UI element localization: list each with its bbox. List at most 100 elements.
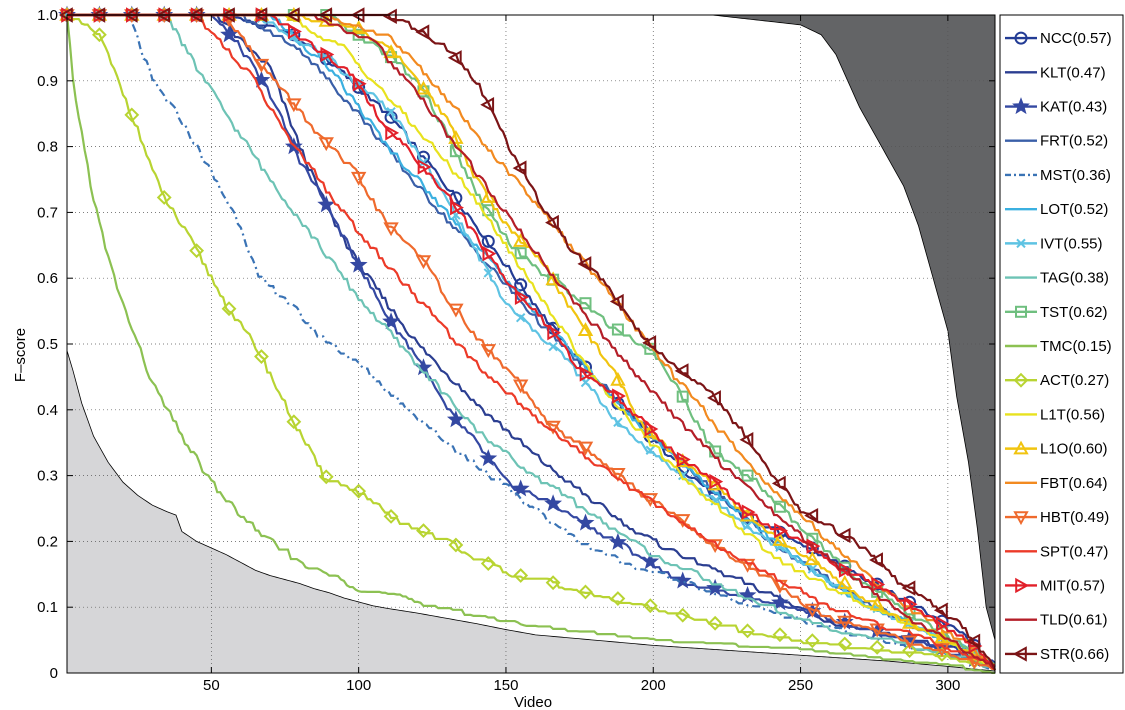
- y-tick-label: 0.3: [37, 468, 58, 485]
- data-point-marker: [481, 234, 495, 248]
- legend-entry: TMC(0.15): [1005, 338, 1112, 355]
- data-point-marker: [514, 289, 529, 306]
- data-point-marker: [578, 584, 593, 600]
- legend-entry: L1T(0.56): [1005, 406, 1105, 423]
- data-point-marker: [739, 558, 756, 573]
- legend-marker: [1012, 646, 1027, 662]
- data-point-marker: [804, 603, 821, 618]
- legend-entry: TAG(0.38): [1005, 270, 1109, 287]
- data-point-marker: [480, 556, 496, 571]
- data-point-marker: [613, 417, 623, 428]
- data-point-marker: [448, 537, 464, 553]
- data-point-marker: [966, 633, 981, 649]
- data-point-marker: [385, 125, 400, 141]
- data-point-marker: [352, 76, 367, 92]
- legend-label: TLD(0.61): [1040, 612, 1108, 629]
- data-point-marker: [774, 522, 788, 539]
- data-point-marker: [545, 420, 561, 435]
- data-point-marker: [544, 494, 563, 512]
- axes-frame: [66, 14, 996, 674]
- legend-label: LOT(0.52): [1040, 201, 1108, 218]
- legend-entry: SPT(0.47): [1005, 543, 1108, 560]
- legend-label: FRT(0.52): [1040, 133, 1108, 150]
- legend-marker: [1013, 511, 1029, 526]
- data-point-marker: [742, 520, 753, 531]
- data-point-marker: [642, 598, 658, 614]
- legend-entry: KLT(0.47): [1005, 64, 1106, 81]
- data-point-marker: [450, 199, 464, 216]
- legend-label: STR(0.66): [1040, 646, 1109, 663]
- legend-entry: MIT(0.57): [1005, 577, 1105, 594]
- legend-label: IVT(0.55): [1040, 235, 1103, 252]
- data-point-marker: [645, 445, 656, 455]
- series-line: [67, 13, 995, 669]
- data-point-marker: [383, 44, 399, 59]
- data-point-marker: [415, 255, 432, 270]
- data-point-marker: [771, 475, 786, 492]
- data-point-marker: [772, 532, 788, 546]
- data-point-marker: [675, 607, 691, 623]
- x-tick-label: 250: [788, 677, 813, 694]
- legend-label: MIT(0.57): [1040, 577, 1105, 594]
- tick-labels: 50 100 150 200 250 300 0 0.1 0.2 0.3 0.4 0.5 0.6 0.7 0…: [37, 7, 960, 694]
- series-act: [59, 7, 995, 669]
- data-point-marker: [254, 349, 269, 364]
- data-point-marker: [901, 580, 916, 596]
- data-point-marker: [286, 414, 302, 430]
- data-point-marker: [676, 390, 689, 403]
- data-point-marker: [547, 324, 562, 341]
- data-point-marker: [124, 107, 140, 123]
- data-point-marker: [483, 268, 493, 278]
- legend: NCC(0.57) KLT(0.47) KAT(0.43) FRT(0.52) MST(…: [999, 14, 1124, 674]
- data-point-marker: [286, 98, 302, 113]
- data-point-marker: [673, 571, 692, 589]
- data-point-marker: [933, 602, 948, 618]
- data-point-marker: [512, 233, 529, 247]
- data-point-marker: [610, 371, 626, 386]
- data-point-marker: [515, 312, 526, 323]
- x-axis-label: Video: [514, 694, 552, 710]
- data-point-marker: [548, 341, 558, 352]
- data-point-marker: [480, 97, 495, 113]
- legend-entry: NCC(0.57): [1005, 30, 1112, 47]
- legend-label: HBT(0.49): [1040, 509, 1109, 526]
- data-point-marker: [446, 410, 465, 428]
- y-tick-label: 0.1: [37, 599, 58, 616]
- y-tick-label: 0.4: [37, 402, 58, 419]
- data-point-marker: [869, 552, 883, 568]
- y-tick-label: 1.0: [37, 7, 58, 24]
- data-point-marker: [773, 500, 786, 513]
- x-tick-label: 200: [641, 677, 666, 694]
- y-tick-label: 0.6: [37, 270, 58, 287]
- x-tick-label: 100: [346, 677, 371, 694]
- data-point-marker: [317, 195, 336, 213]
- series-line: [65, 14, 995, 674]
- data-point-marker: [642, 335, 657, 351]
- y-tick-label: 0.8: [37, 139, 58, 156]
- data-point-marker: [837, 636, 853, 652]
- legend-box: [999, 14, 1124, 674]
- data-point-marker: [448, 303, 464, 318]
- data-point-marker: [447, 50, 462, 66]
- data-point-marker: [579, 297, 592, 310]
- series-line: [67, 13, 995, 670]
- data-point-marker: [91, 27, 107, 43]
- legend-entry: IVT(0.55): [1005, 235, 1103, 252]
- legend-label: KAT(0.43): [1040, 99, 1107, 116]
- data-point-marker: [513, 568, 529, 583]
- data-point-marker: [480, 344, 496, 359]
- data-point-marker: [611, 323, 624, 336]
- data-point-marker: [383, 222, 399, 237]
- legend-label: MST(0.36): [1040, 167, 1111, 184]
- legend-label: ACT(0.27): [1040, 372, 1109, 389]
- legend-entry: KAT(0.43): [1005, 97, 1107, 116]
- data-point-marker: [869, 596, 885, 611]
- data-point-marker: [610, 591, 626, 606]
- data-point-marker: [545, 575, 561, 591]
- legend-entry: LOT(0.52): [1005, 201, 1108, 218]
- legend-label: SPT(0.47): [1040, 543, 1108, 560]
- data-point-marker: [514, 278, 528, 292]
- data-point-marker: [707, 615, 723, 631]
- data-point-marker: [674, 363, 689, 379]
- data-point-marker: [869, 639, 885, 655]
